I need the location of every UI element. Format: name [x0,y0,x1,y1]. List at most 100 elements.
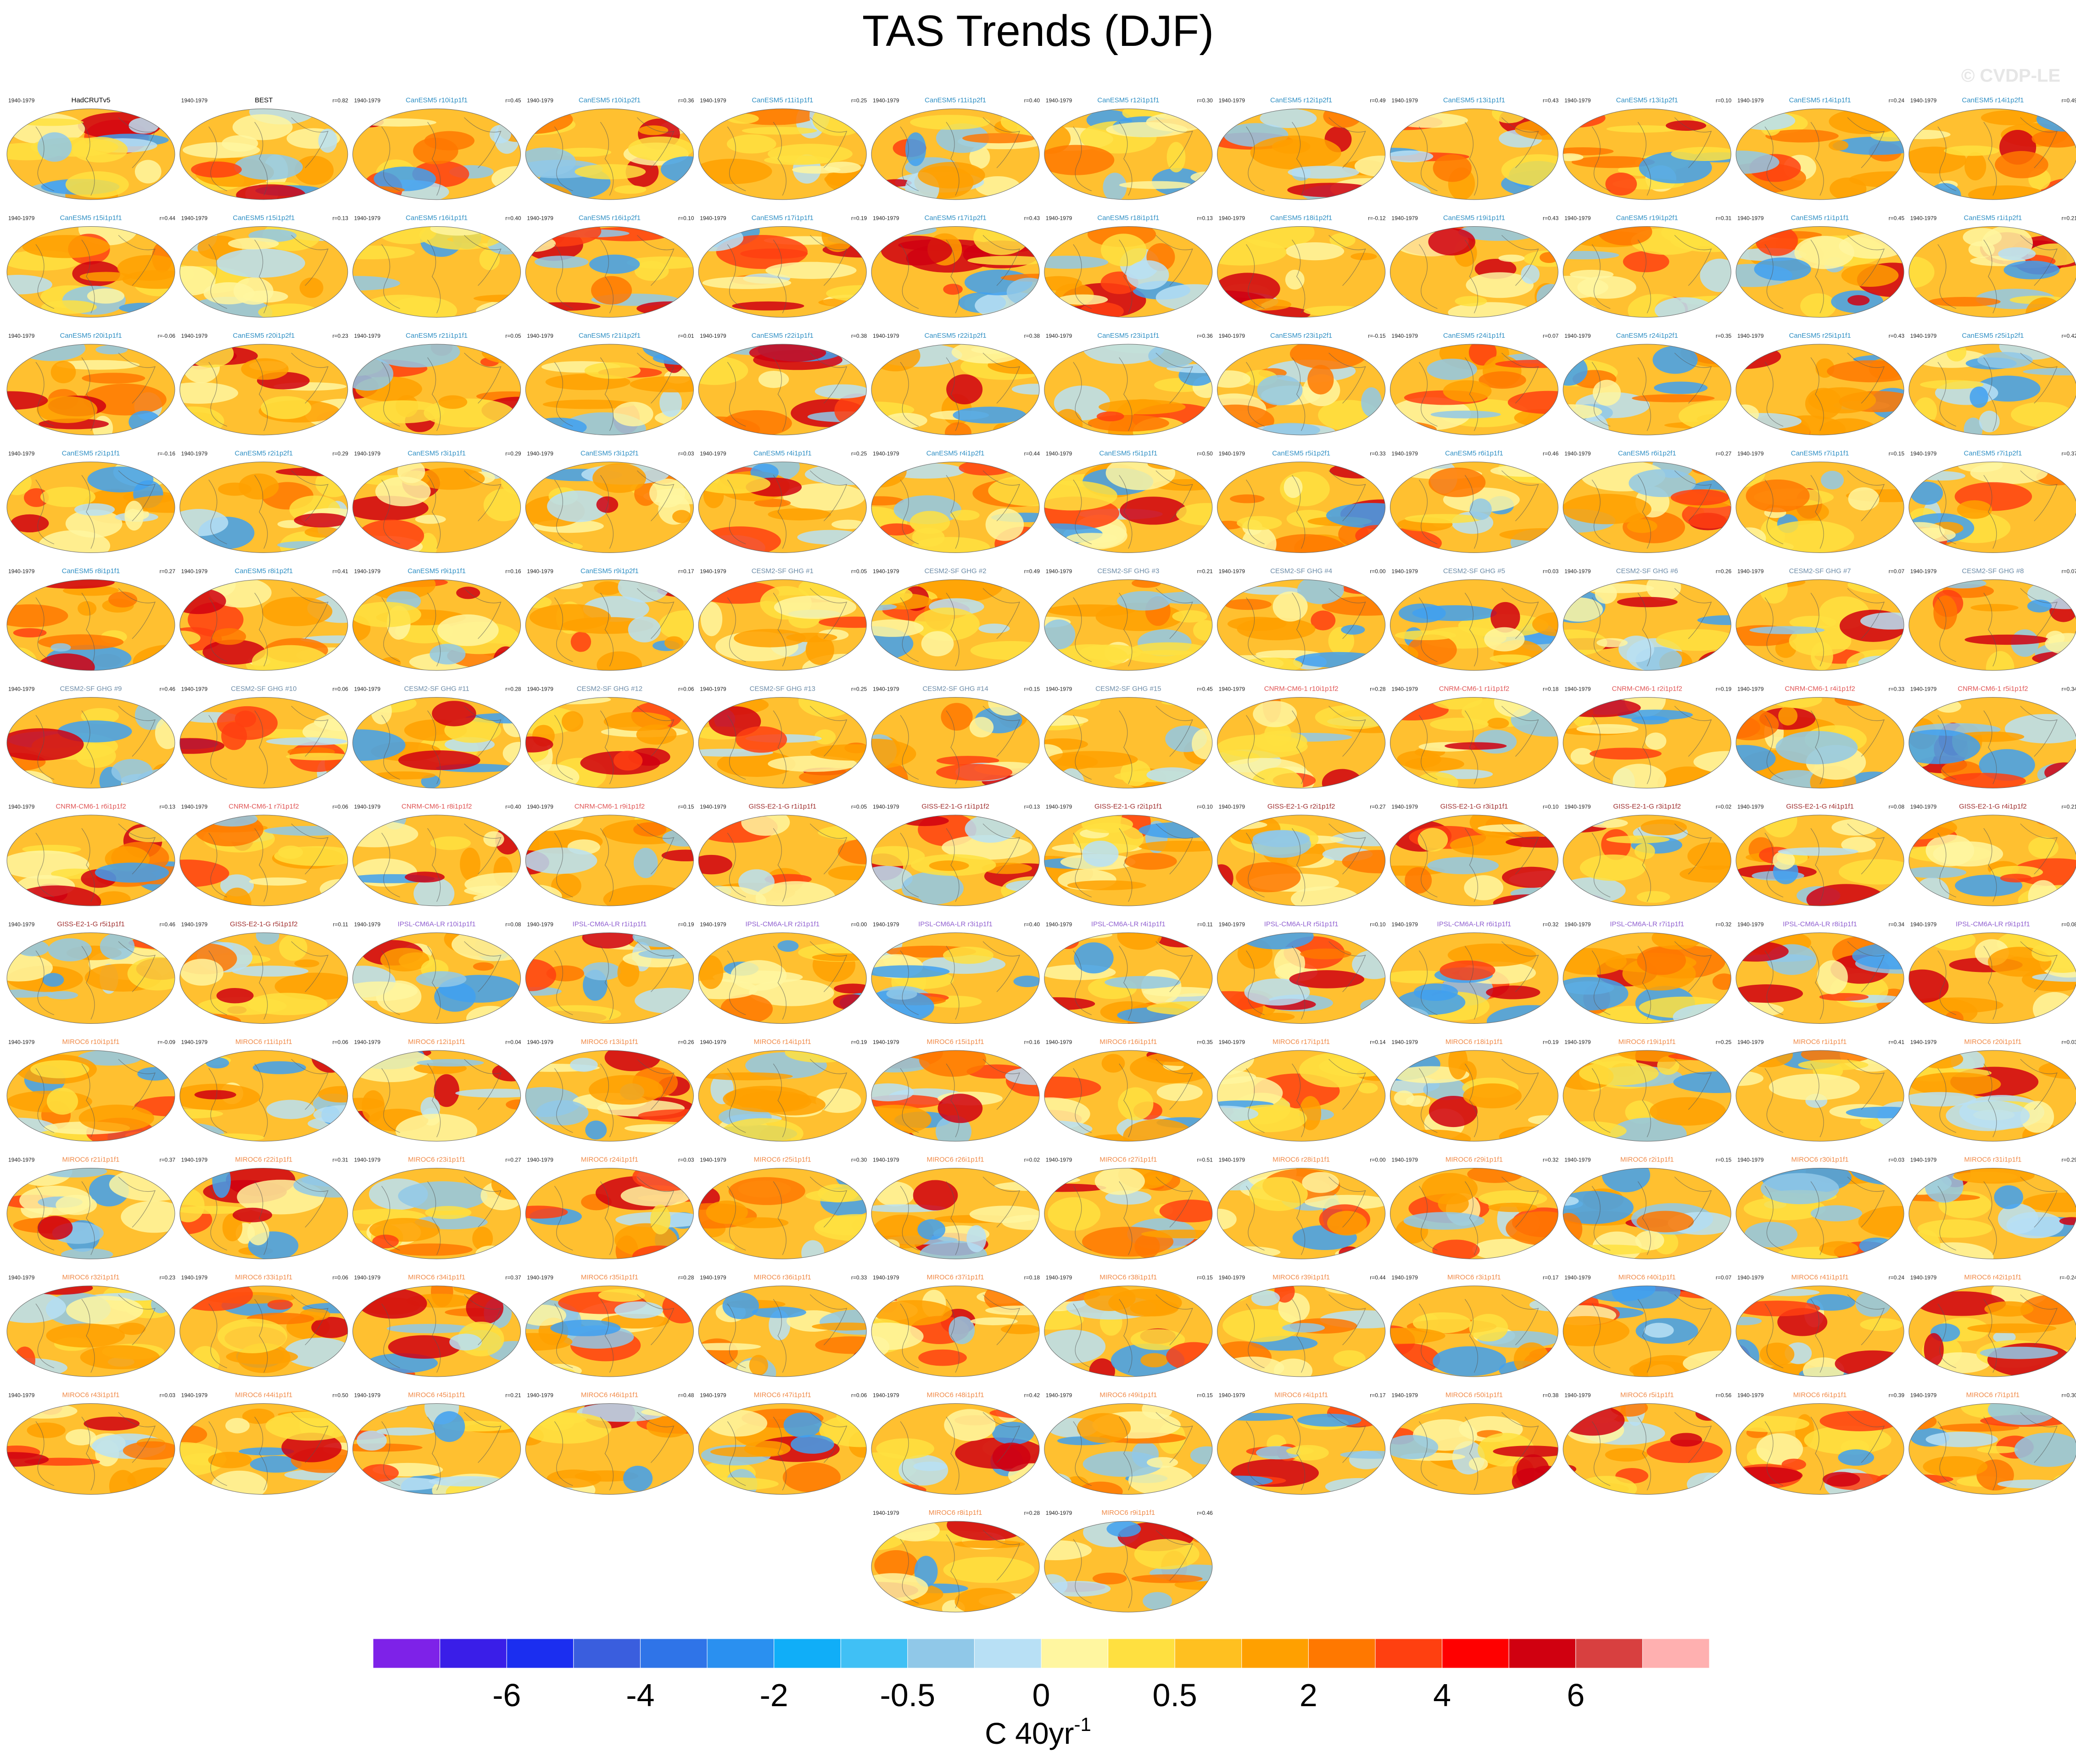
map [1909,108,2076,200]
map-patch [550,1319,621,1336]
coastline [1764,941,1885,1020]
map-patch [1536,284,1558,311]
map-patch [74,503,115,516]
map-panel: 1940-1979 MIROC6 r6i1p1f1 r=0.39 [1736,1391,1904,1495]
map [525,932,694,1024]
panel-title: GISS-E2-1-G r3i1p1f2 [1613,803,1681,810]
globe-outline [1909,697,2076,788]
map-patch [1217,370,1251,388]
map-patch [741,815,790,836]
map-field [179,697,348,788]
panel-title: MIROC6 r42i1p1f1 [1964,1273,2021,1281]
colorbar-box [974,1638,1042,1669]
map-patch [319,879,348,899]
map-patch [1487,717,1509,729]
coastline [1246,1177,1366,1255]
map-patch [1513,1342,1550,1377]
map-patch [1138,822,1212,839]
map-patch [1634,843,1655,860]
map-patch [818,616,867,628]
panel-period: 1940-1979 [181,97,208,104]
panel-title: MIROC6 r5i1p1f1 [1620,1391,1674,1399]
map-field [1563,1286,1731,1377]
panel-r: r=0.25 [851,97,867,104]
globe-outline [1909,1285,2076,1377]
globe-outline [352,1168,521,1259]
map-patch [1563,183,1582,198]
map-field [1390,1050,1558,1141]
map-patch [1044,145,1115,175]
map-patch [1998,247,2036,261]
map-patch [1390,1005,1429,1024]
panel-period: 1940-1979 [1046,921,1072,928]
map-patch [1924,1333,1944,1367]
map-patch [1138,840,1212,852]
globe-outline [6,579,175,671]
colorbar-label: 0 [1032,1677,1050,1713]
globe-outline [1217,1168,1386,1259]
panel-r: r=0.40 [1024,97,1040,104]
map-field [179,226,348,318]
map-patch [65,171,129,198]
map-patch [582,932,635,949]
map-patch [232,1207,273,1223]
map-panel: 1940-1979 CNRM-CM6-1 r4i1p1f2 r=0.33 [1736,685,1904,788]
map [871,344,1040,435]
globe-outline [698,579,867,671]
map-patch [1636,1211,1694,1233]
globe-outline [352,579,521,671]
map-patch [258,303,319,318]
map-patch [1044,1183,1106,1192]
map-patch [352,602,422,627]
panel-period: 1940-1979 [873,1157,899,1163]
map-patch [1909,129,1951,140]
map-panel: 1940-1979 MIROC6 r32i1p1f1 r=0.23 [6,1273,175,1377]
panel-title: MIROC6 r33i1p1f1 [235,1273,292,1281]
map [179,462,348,553]
panel-title: CanESM5 r9i1p1f1 [407,567,466,575]
map-patch [1264,534,1347,553]
panel-period: 1940-1979 [1391,921,1418,928]
map-patch [1143,1592,1172,1610]
map-panel: 1940-1979 CESM2-SF GHG #1 r=0.05 [698,567,867,671]
panel-title: MIROC6 r18i1p1f1 [1445,1038,1503,1046]
map-panel: 1940-1979 CNRM-CM6-1 r9i1p1f2 r=0.15 [525,803,694,906]
map-patch [30,1060,89,1078]
panel-r: r=0.14 [1370,1039,1386,1045]
map-patch [66,1295,144,1325]
map-patch [1044,189,1068,196]
panel-period: 1940-1979 [181,333,208,339]
map-patch [1191,728,1212,759]
map-patch [659,610,694,641]
map-panel: 1940-1979 MIROC6 r8i1p1f1 r=0.28 [871,1509,1040,1613]
map-patch [1119,181,1192,189]
panel-period: 1940-1979 [1046,333,1072,339]
panel-title: IPSL-CM6A-LR r4i1p1f1 [1091,921,1166,928]
map [1563,108,1731,200]
map-patch [1671,147,1731,161]
map-patch [376,1427,435,1436]
colorbar-label: -2 [759,1677,788,1713]
map-patch [206,1057,229,1069]
map-patch [1736,1416,1809,1432]
map-field [1909,1050,2076,1141]
colorbar-box [1174,1638,1242,1669]
map [6,108,175,200]
coastline [208,941,329,1020]
coastline [1073,823,1193,902]
map-patch [1469,498,1492,520]
panel-r: r=0.46 [1543,451,1559,457]
map-field [1736,109,1904,200]
map-patch [65,1429,96,1446]
map-patch [128,826,175,843]
map-panel: 1940-1979 CESM2-SF GHG #11 r=0.28 [352,685,521,788]
map-patch [1946,344,1967,362]
map-panel: 1940-1979 IPSL-CM6A-LR r7i1p1f1 r=0.32 [1563,921,1732,1024]
panel-period: 1940-1979 [700,1392,726,1399]
map-patch [1304,1195,1385,1210]
globe-outline [1563,108,1731,200]
map-patch [430,643,466,664]
map-patch [1106,1521,1141,1537]
map-panel: 1940-1979 GISS-E2-1-G r2i1p1f2 r=0.27 [1217,803,1386,906]
panel-period: 1940-1979 [1046,568,1072,575]
